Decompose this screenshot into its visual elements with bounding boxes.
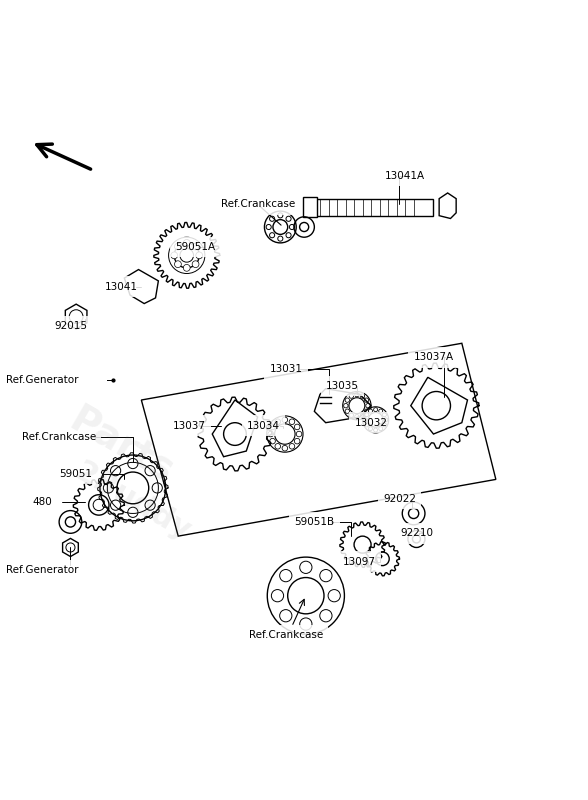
Text: 13032: 13032 [355,418,387,428]
Text: 59051A: 59051A [175,242,215,252]
Circle shape [128,458,138,469]
Circle shape [270,438,275,444]
Circle shape [268,431,273,437]
Circle shape [145,500,155,510]
Circle shape [345,398,349,402]
Text: Ref.Crankcase: Ref.Crankcase [22,432,96,442]
Circle shape [282,417,288,422]
Circle shape [365,398,369,402]
Text: 13041A: 13041A [385,171,425,181]
Circle shape [320,610,332,622]
Circle shape [373,408,377,412]
Circle shape [111,500,121,510]
Circle shape [382,413,386,417]
Text: 13097: 13097 [343,557,376,566]
Circle shape [379,426,383,430]
Text: Ref.Crankcase: Ref.Crankcase [249,630,323,640]
Circle shape [271,590,283,602]
Circle shape [360,394,365,398]
Circle shape [278,236,283,241]
Circle shape [355,393,359,397]
Text: Ref.Crankcase: Ref.Crankcase [220,199,295,210]
Circle shape [275,443,280,449]
Circle shape [192,243,199,250]
Circle shape [145,466,155,476]
Circle shape [152,483,162,493]
Circle shape [365,423,369,427]
Circle shape [286,216,291,222]
Circle shape [270,424,275,430]
Circle shape [384,418,388,422]
Circle shape [289,419,295,425]
Circle shape [379,409,383,413]
FancyBboxPatch shape [315,198,433,216]
Circle shape [280,610,292,622]
Text: 92022: 92022 [383,494,416,504]
Circle shape [266,225,271,230]
Circle shape [269,233,275,238]
Text: Parts: Parts [62,400,181,490]
Circle shape [175,261,181,267]
FancyBboxPatch shape [303,197,317,218]
Circle shape [369,409,372,413]
Circle shape [128,507,138,518]
Text: 480: 480 [32,497,52,507]
Circle shape [328,590,340,602]
Circle shape [363,418,368,422]
Circle shape [320,570,332,582]
Circle shape [286,233,291,238]
Circle shape [343,403,348,408]
Circle shape [183,265,190,271]
Circle shape [360,413,365,418]
Circle shape [382,423,386,427]
Text: 2Buddy: 2Buddy [69,458,196,547]
Text: 92015: 92015 [54,322,87,331]
Circle shape [349,394,353,398]
Circle shape [295,424,300,430]
Circle shape [296,431,302,437]
Text: Ref.Generator: Ref.Generator [6,565,78,575]
Circle shape [373,428,377,432]
Text: 13034: 13034 [247,421,280,430]
Circle shape [355,414,359,419]
Circle shape [349,413,353,418]
Circle shape [366,403,370,408]
Text: 59051B: 59051B [294,517,335,527]
Circle shape [300,561,312,574]
Circle shape [282,446,288,451]
Circle shape [365,409,369,414]
Text: 13041: 13041 [105,282,138,291]
Text: 13031: 13031 [269,364,302,374]
Circle shape [289,225,295,230]
Circle shape [171,252,178,258]
Circle shape [175,243,181,250]
Text: Ref.Generator: Ref.Generator [6,375,78,385]
Circle shape [295,438,300,444]
Circle shape [300,618,312,630]
Text: 13035: 13035 [326,381,359,391]
Circle shape [365,413,369,417]
Circle shape [289,443,295,449]
Text: 13037A: 13037A [413,353,453,362]
Circle shape [103,483,113,493]
Text: 13037: 13037 [173,421,206,430]
Circle shape [345,409,349,414]
Text: 59051: 59051 [59,469,93,478]
Circle shape [183,239,190,246]
Circle shape [369,426,372,430]
Circle shape [275,419,280,425]
Text: 92210: 92210 [400,528,433,538]
Circle shape [192,261,199,267]
Circle shape [278,213,283,218]
Circle shape [280,570,292,582]
Circle shape [111,466,121,476]
Circle shape [269,216,275,222]
Circle shape [196,252,203,258]
